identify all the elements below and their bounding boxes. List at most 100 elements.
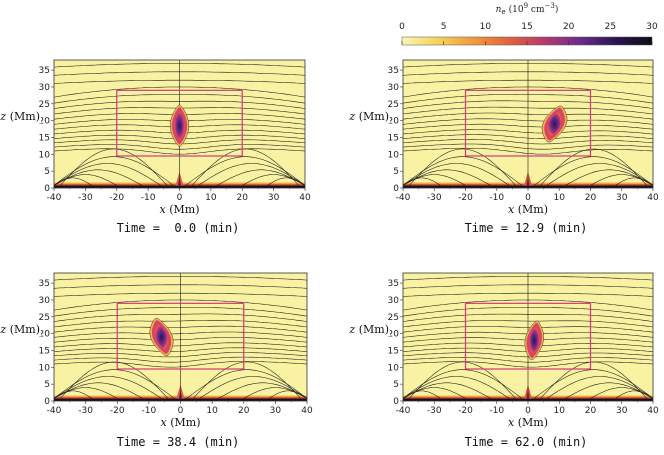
x-tick-label: -10 [489,193,504,203]
chromosphere-base [403,185,653,188]
x-tick-label: -30 [427,406,442,416]
y-tick-label: 20 [39,330,51,340]
x-tick-label: 40 [301,406,313,416]
field-line-arch [546,376,653,399]
prominence-core [174,112,185,139]
y-axis-label: z (Mm) [348,323,389,336]
x-tick-label: -20 [458,406,473,416]
field-line-arch [192,361,301,399]
x-tick-label: 30 [616,193,628,203]
field-line-arch [615,177,653,186]
x-tick-label: 40 [647,406,659,416]
field-line-arch [403,177,441,186]
field-line-arch [54,376,162,399]
x-tick-label: 10 [554,406,566,416]
x-tick-label: 20 [238,406,250,416]
time-label: Time = 12.9 (min) [465,221,588,235]
y-label-backing [0,110,41,124]
x-tick-label: 0 [525,406,531,416]
field-line-arch [217,169,305,186]
y-label-backing [347,323,390,337]
x-tick-label: 20 [585,193,597,203]
field-line-arch [409,361,516,399]
field-line-arch [546,163,653,186]
y-tick-label: 25 [39,100,50,110]
x-tick-label: -10 [141,193,156,203]
y-tick-label: 25 [39,313,50,323]
y-tick-label: 10 [388,363,400,373]
region-box [116,302,245,370]
field-line-arch [191,148,299,186]
y-tick-label: 20 [39,117,51,127]
chromosphere-base [403,398,653,401]
x-tick-label: 20 [585,406,597,416]
chromosphere-base [54,185,305,188]
y-tick-label: 30 [39,83,51,93]
panel-t12: -40 -30 -20 -10 0 10 20 30 40 0 5 10 15 20 25 30 35 x (Mm… [347,59,659,235]
y-tick-label: 15 [39,346,50,356]
x-tick-label: 40 [299,193,311,203]
field-line-arch [54,163,161,186]
field-line-arch [267,177,305,186]
field-line-arch [60,148,168,186]
time-label: Time = 62.0 (min) [465,435,588,449]
field-line-arch [565,382,653,399]
field-line-arch [60,361,169,399]
colorbar-tick-label: 0 [399,22,405,32]
x-tick-label: 30 [616,406,628,416]
x-tick-label: 0 [177,193,183,203]
field-line-arch [54,177,92,186]
y-axis-label: z (Mm) [0,323,40,336]
y-tick-label: 0 [393,397,399,407]
x-tick-label: 10 [205,193,217,203]
x-tick-label: 20 [237,193,249,203]
field-line-arch [199,376,307,399]
field-line-arch [403,376,510,399]
x-tick-label: -10 [142,406,157,416]
field-line-arch [403,163,510,186]
plot-area [403,60,653,188]
y-axis-label: z (Mm) [0,110,40,123]
x-tick-label: -30 [78,193,93,203]
y-tick-label: 35 [388,66,399,76]
field-line-arch [198,163,305,186]
x-tick-label: -20 [110,406,125,416]
field-line-arch [403,382,491,399]
x-tick-label: -20 [109,193,124,203]
colorbar-tick-label: 5 [441,22,447,32]
colorbar-title: ne (109 cm−3) [496,2,559,16]
y-tick-label: 5 [44,167,50,177]
field-line-arch [54,390,93,399]
plot-area [54,273,307,401]
y-tick-label: 30 [39,296,51,306]
time-label: Time = 38.4 (min) [117,435,240,449]
x-tick-label: 30 [268,193,280,203]
prominence-core [529,327,540,353]
panel-t62: -40 -30 -20 -10 0 10 20 30 40 0 5 10 15 20 25 30 35 x (Mm… [347,272,659,449]
x-tick-label: 40 [647,193,659,203]
field-line-arch [218,382,307,399]
x-tick-label: 0 [525,193,531,203]
y-tick-label: 10 [388,150,400,160]
y-tick-label: 0 [44,397,50,407]
y-tick-label: 15 [388,133,399,143]
y-tick-label: 5 [393,380,399,390]
x-tick-label: -40 [47,193,62,203]
colorbar-tick-label: 10 [480,22,492,32]
time-label: Time = 0.0 (min) [117,221,240,235]
region-box [464,302,592,370]
x-tick-label: -10 [489,406,504,416]
y-tick-label: 35 [388,279,399,289]
colorbar-tick-label: 30 [646,22,658,32]
colorbar-tick-label: 15 [521,22,532,32]
x-tick-label: -40 [396,406,411,416]
y-tick-label: 35 [39,66,50,76]
y-tick-label: 25 [388,313,399,323]
prominence-core [547,112,562,136]
x-tick-label: -30 [427,193,442,203]
y-tick-label: 15 [39,133,50,143]
x-axis-label: x (Mm) [161,416,201,429]
y-tick-label: 25 [388,100,399,110]
field-line-arch [54,382,143,399]
